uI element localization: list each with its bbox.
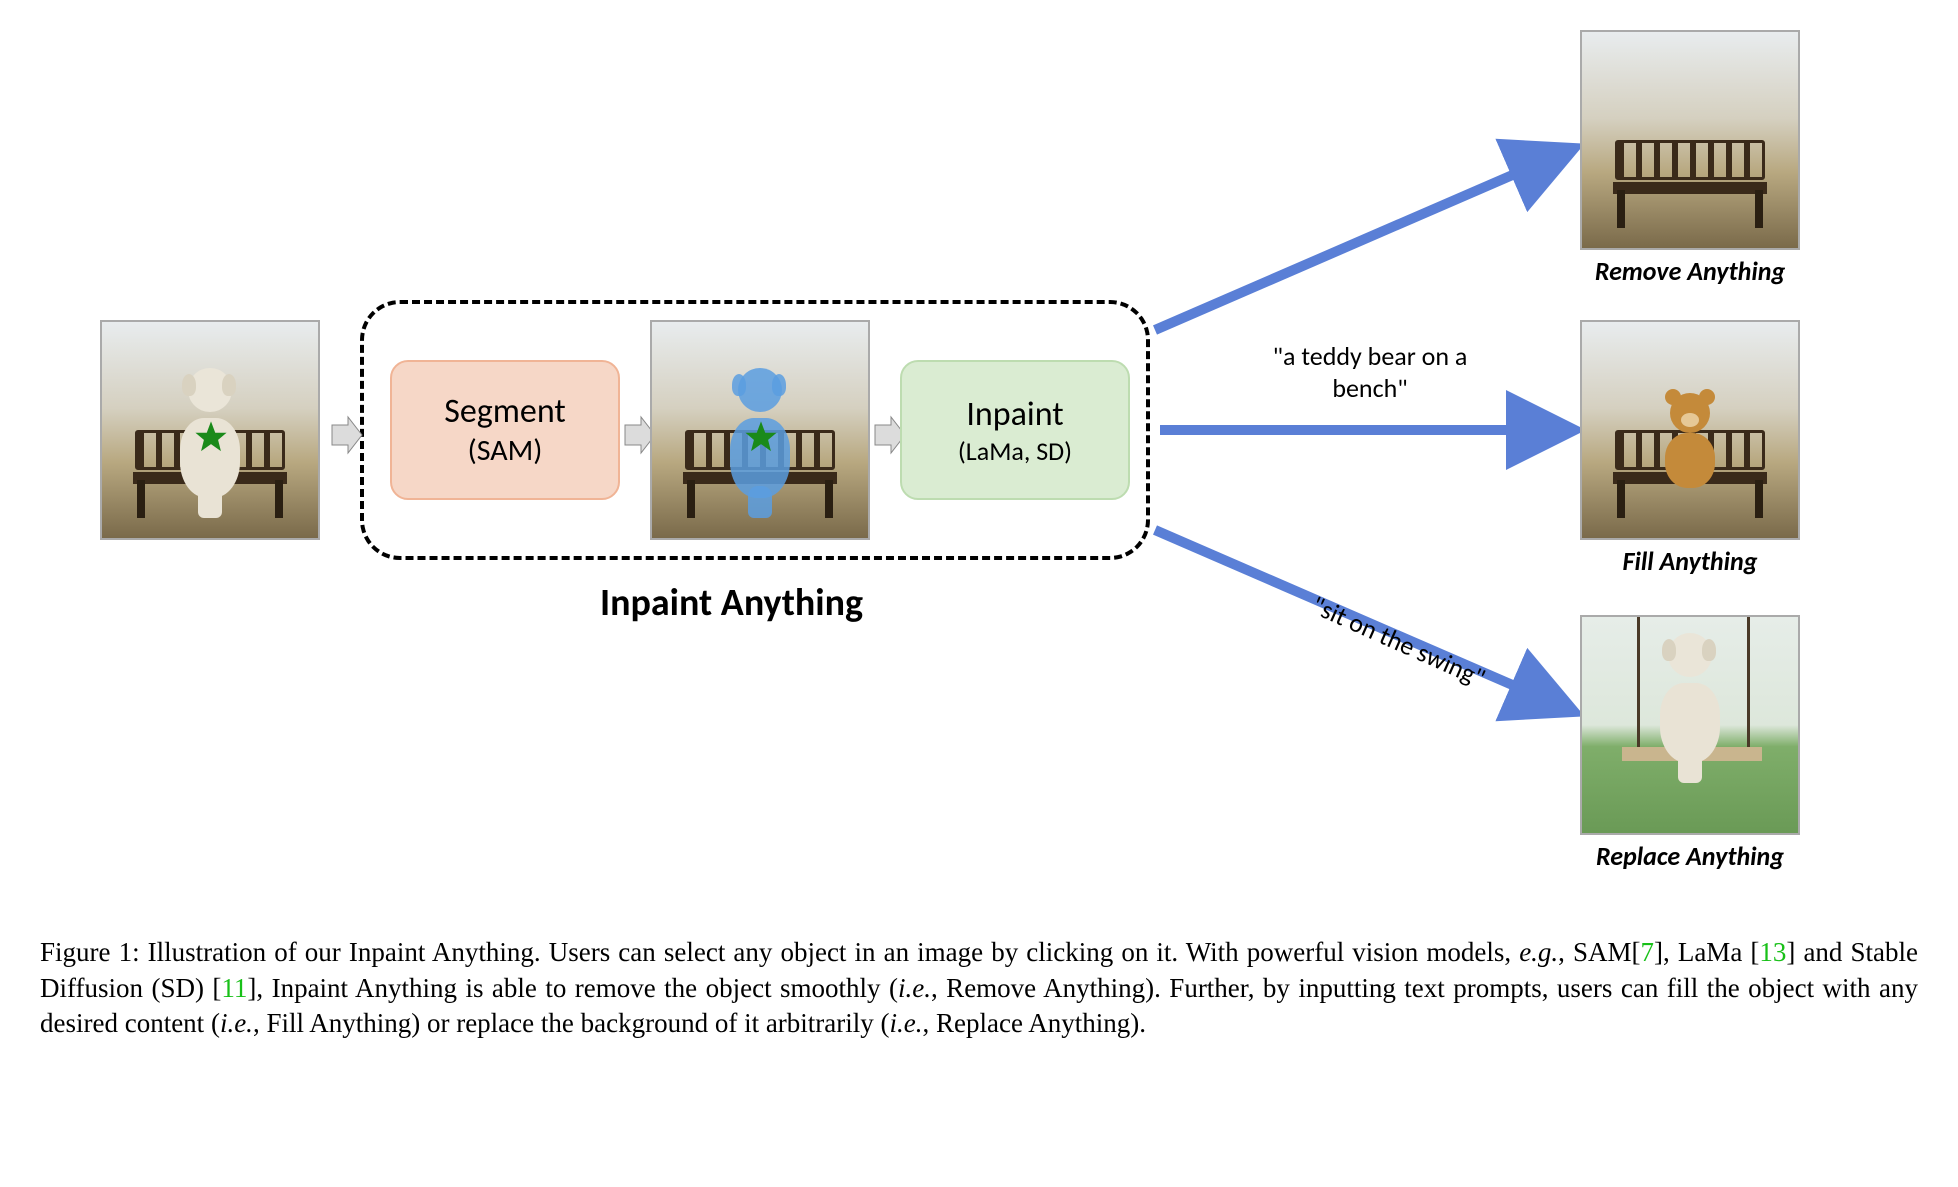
caption-label: Figure 1: [40,937,140,967]
caption-text: ], Inpaint Anything is able to remove th… [247,973,898,1003]
input-image [100,320,320,540]
segmented-image [650,320,870,540]
segment-sub: (SAM) [468,432,543,469]
eg: e.g. [1519,937,1558,967]
ie: i.e. [890,1008,923,1038]
output-replace-image [1580,615,1800,835]
arrow-icon [330,415,364,455]
dog [1650,633,1730,763]
replace-anything-label: Replace Anything [1560,840,1820,872]
inpaint-sub: (LaMa, SD) [958,435,1072,467]
caption-text: ], LaMa [ [1654,937,1759,967]
remove-anything-label: Remove Anything [1560,255,1820,287]
ie: i.e. [220,1008,253,1038]
citation[interactable]: 7 [1641,937,1655,967]
caption-text: Illustration of our Inpaint Anything. Us… [140,937,1520,967]
segment-box: Segment (SAM) [390,360,620,500]
ie: i.e. [898,973,931,1003]
click-star-icon [194,420,228,454]
caption-text: , Fill Anything) or replace the backgrou… [253,1008,890,1038]
inpaint-title: Inpaint [966,394,1063,435]
output-remove-image [1580,30,1800,250]
segment-title: Segment [444,391,566,432]
figure-caption: Figure 1: Illustration of our Inpaint An… [40,935,1918,1042]
fill-prompt: "a teddy bear on a bench" [1265,340,1475,404]
inpaint-box: Inpaint (LaMa, SD) [900,360,1130,500]
citation[interactable]: 13 [1759,937,1786,967]
pipeline-diagram: Inpaint Anything Segment (SAM) [80,20,1880,920]
fill-anything-label: Fill Anything [1560,545,1820,577]
teddy-bear [1655,393,1725,488]
bench [1605,140,1775,230]
replace-prompt: "sit on the swing" [1287,580,1510,703]
output-fill-image [1580,320,1800,540]
caption-text: , Replace Anything). [923,1008,1146,1038]
inpaint-anything-title: Inpaint Anything [600,580,863,626]
click-star-icon [744,420,778,454]
caption-text: , SAM[ [1558,937,1640,967]
citation[interactable]: 11 [221,973,247,1003]
